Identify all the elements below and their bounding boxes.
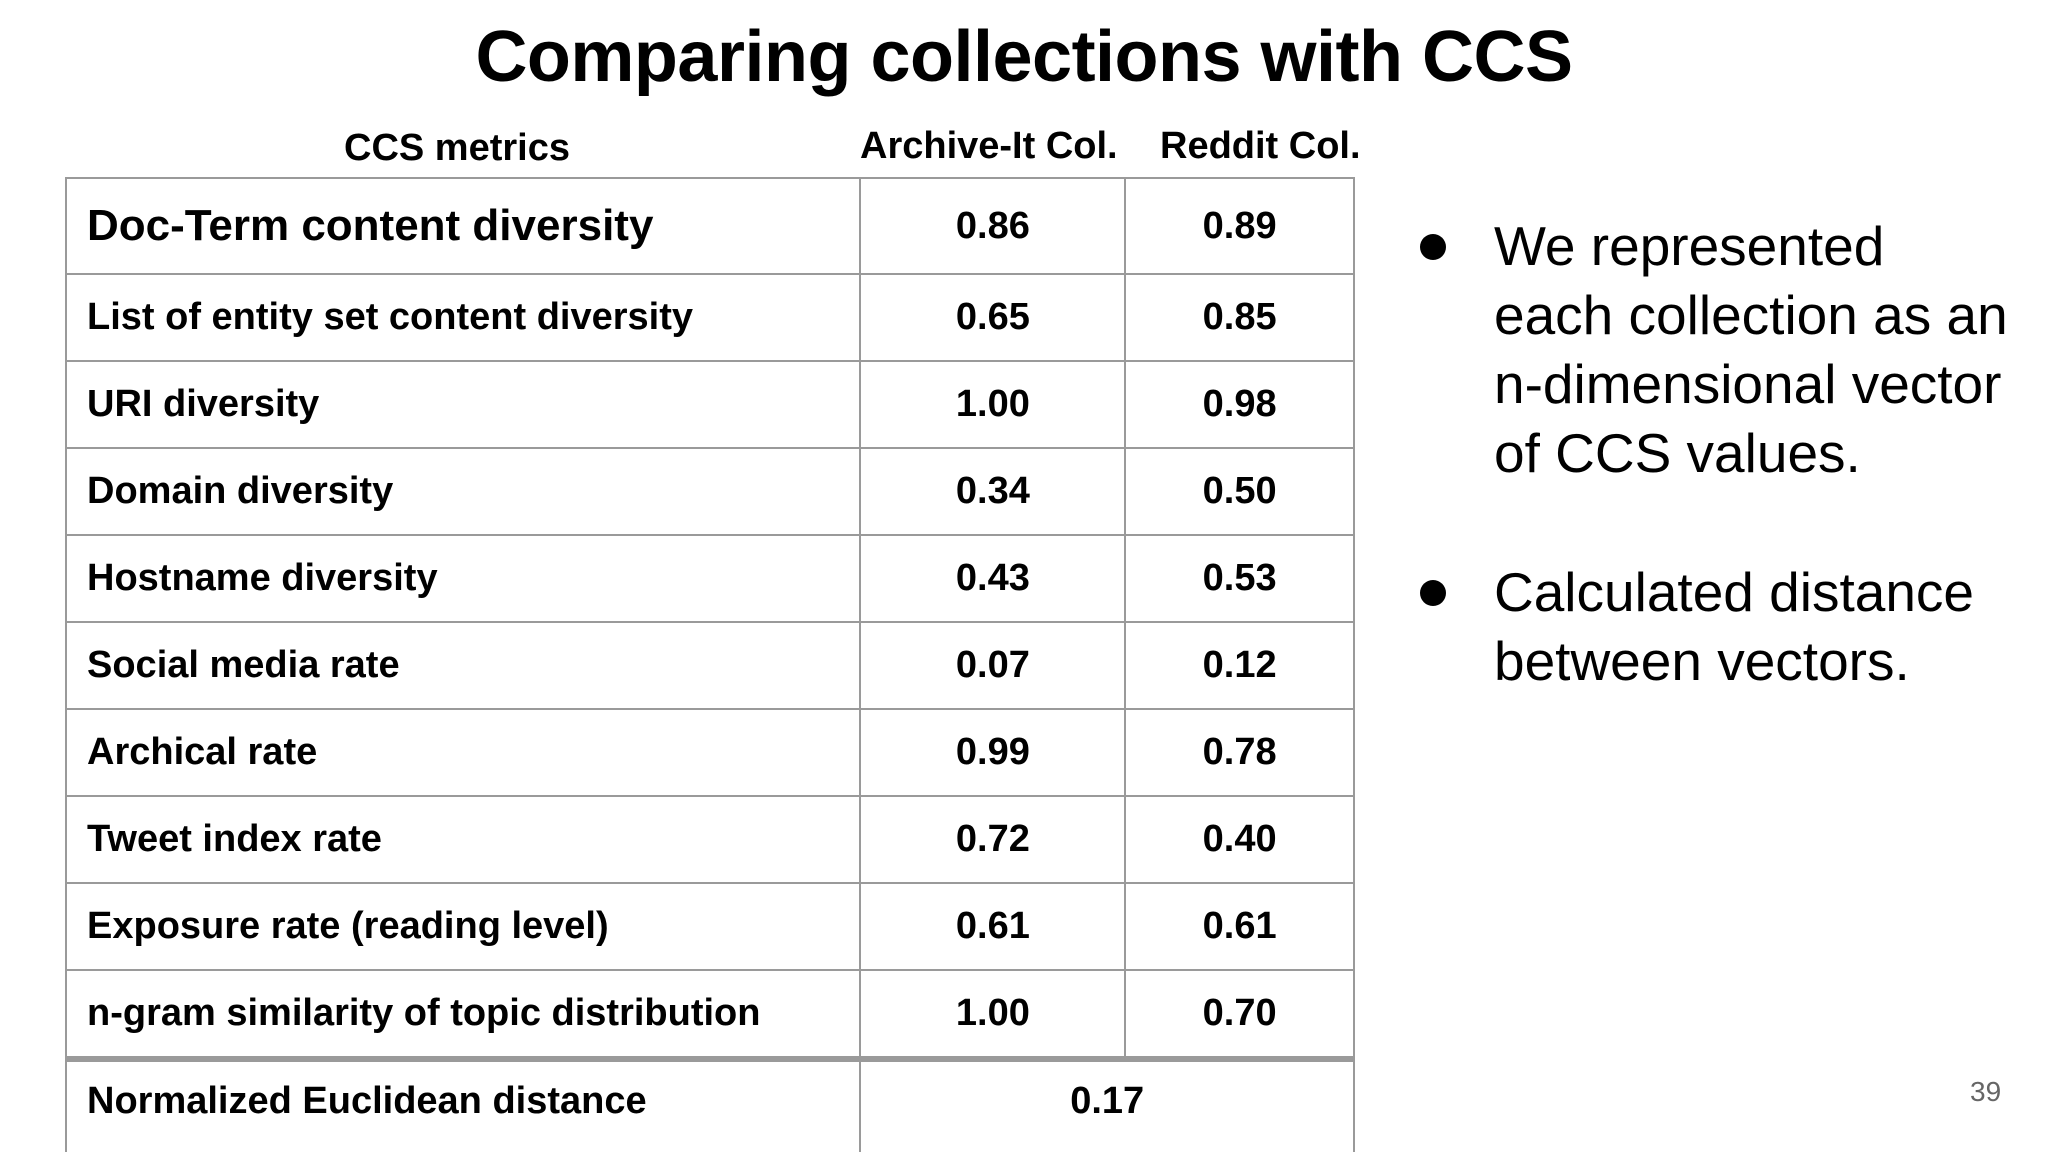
metric-name: Domain diversity xyxy=(64,447,862,536)
reddit-value: 0.40 xyxy=(1124,795,1355,884)
archive-value: 1.00 xyxy=(859,360,1127,449)
bullet-line: We represented xyxy=(1494,215,1885,277)
archive-value: 0.99 xyxy=(859,708,1127,797)
bullet-list: We represented each collection as an n-d… xyxy=(1410,212,2048,766)
bullet-dot-icon xyxy=(1420,234,1446,260)
bullet-line: each collection as an xyxy=(1494,284,2008,346)
table-row: URI diversity 1.00 0.98 xyxy=(64,360,1355,449)
metric-name: Hostname diversity xyxy=(64,534,862,623)
table-row: Doc-Term content diversity 0.86 0.89 xyxy=(64,177,1355,275)
bullet-line: of CCS values. xyxy=(1494,422,1861,484)
table-row: Tweet index rate 0.72 0.40 xyxy=(64,795,1355,884)
archive-value: 0.34 xyxy=(859,447,1127,536)
reddit-value: 0.53 xyxy=(1124,534,1355,623)
metric-name: Tweet index rate xyxy=(64,795,862,884)
archive-value: 0.61 xyxy=(859,882,1127,971)
reddit-value: 0.98 xyxy=(1124,360,1355,449)
ccs-metrics-table: Doc-Term content diversity 0.86 0.89 Lis… xyxy=(64,177,1355,1152)
header-ccs-metrics: CCS metrics xyxy=(344,127,570,169)
archive-value: 0.43 xyxy=(859,534,1127,623)
table-row: Exposure rate (reading level) 0.61 0.61 xyxy=(64,882,1355,971)
reddit-value: 0.61 xyxy=(1124,882,1355,971)
table-row: Domain diversity 0.34 0.50 xyxy=(64,447,1355,536)
metric-name: n-gram similarity of topic distribution xyxy=(64,969,862,1060)
archive-value: 0.65 xyxy=(859,273,1127,362)
metric-name: Doc-Term content diversity xyxy=(64,177,862,275)
bullet-line: n-dimensional vector xyxy=(1494,353,2002,415)
reddit-value: 0.50 xyxy=(1124,447,1355,536)
bullet-dot-icon xyxy=(1420,580,1446,606)
bullet-item: We represented each collection as an n-d… xyxy=(1410,212,2048,488)
reddit-value: 0.70 xyxy=(1124,969,1355,1060)
slide-title: Comparing collections with CCS xyxy=(475,17,1573,97)
table-row: List of entity set content diversity 0.6… xyxy=(64,273,1355,362)
reddit-value: 0.12 xyxy=(1124,621,1355,710)
metric-name: Exposure rate (reading level) xyxy=(64,882,862,971)
bullet-line: between vectors. xyxy=(1494,630,1910,692)
table-row: Archical rate 0.99 0.78 xyxy=(64,708,1355,797)
archive-value: 0.72 xyxy=(859,795,1127,884)
reddit-value: 0.78 xyxy=(1124,708,1355,797)
metric-name: Social media rate xyxy=(64,621,862,710)
archive-value: 0.86 xyxy=(859,177,1127,275)
header-archive-it: Archive-It Col. xyxy=(860,125,1118,167)
metric-name: Archical rate xyxy=(64,708,862,797)
table-row: n-gram similarity of topic distribution … xyxy=(64,969,1355,1060)
archive-value: 1.00 xyxy=(859,969,1127,1060)
bullet-item: Calculated distance between vectors. xyxy=(1410,558,2048,696)
bullet-line: Calculated distance xyxy=(1494,561,1975,623)
total-distance-value: 0.17 xyxy=(859,1056,1355,1152)
metric-name: URI diversity xyxy=(64,360,862,449)
reddit-value: 0.89 xyxy=(1124,177,1355,275)
total-metric-name: Normalized Euclidean distance xyxy=(64,1056,862,1152)
header-reddit: Reddit Col. xyxy=(1160,125,1361,167)
metric-name: List of entity set content diversity xyxy=(64,273,862,362)
reddit-value: 0.85 xyxy=(1124,273,1355,362)
table-row: Hostname diversity 0.43 0.53 xyxy=(64,534,1355,623)
total-row: Normalized Euclidean distance 0.17 xyxy=(64,1056,1355,1152)
archive-value: 0.07 xyxy=(859,621,1127,710)
table-row: Social media rate 0.07 0.12 xyxy=(64,621,1355,710)
page-number: 39 xyxy=(1970,1076,2002,1107)
